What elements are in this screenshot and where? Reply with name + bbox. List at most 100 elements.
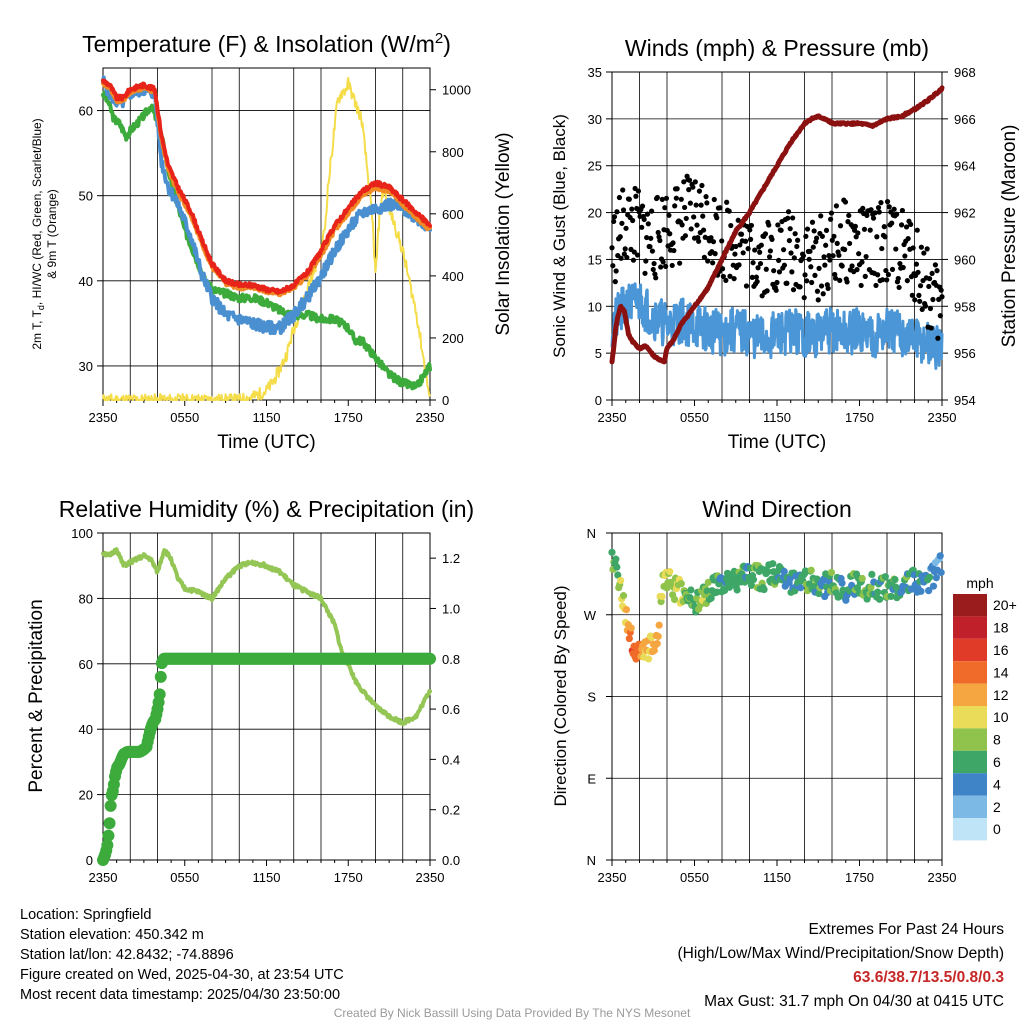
gust-point [775, 222, 781, 228]
gust-point [785, 215, 791, 221]
gust-point [781, 262, 788, 268]
gust-point [671, 247, 677, 254]
gust-point [808, 264, 814, 270]
latlon-text: Station lat/lon: 42.8432; -74.8896 [20, 947, 234, 963]
direction-point [827, 568, 836, 577]
gust-point [908, 221, 914, 228]
gust-point [678, 196, 684, 202]
gust-point [757, 249, 763, 255]
direction-point [655, 621, 663, 629]
direction-point [917, 587, 925, 595]
direction-y-tick-label: W [584, 608, 597, 623]
gust-point [818, 213, 824, 219]
gust-point [845, 219, 851, 225]
direction-point [936, 552, 944, 560]
gust-point [872, 210, 878, 216]
gust-point [612, 279, 618, 285]
gust-point [611, 218, 617, 225]
gust-point [801, 295, 807, 301]
gust-point [735, 217, 741, 223]
gust-point [677, 260, 683, 266]
winds-y-tick-label: 10 [588, 299, 602, 314]
direction-x-tick-label: 1750 [845, 870, 874, 885]
gust-point [903, 224, 910, 230]
gust-point [934, 268, 940, 274]
gust-point [663, 195, 670, 201]
gust-point [837, 223, 844, 229]
gust-point [647, 243, 653, 250]
gust-point [745, 246, 751, 252]
gust-point [834, 240, 840, 246]
gust-point [873, 282, 879, 289]
gust-point [822, 262, 828, 268]
extremes-info: Extremes For Past 24 Hours (High/Low/Max… [678, 918, 1005, 1014]
precip-point [424, 652, 436, 665]
humidity-x-tick-label: 2350 [89, 870, 118, 885]
gust-point [894, 211, 900, 217]
gust-point [863, 253, 869, 260]
gust-point [776, 269, 783, 275]
gust-point [733, 243, 739, 250]
direction-point [868, 570, 876, 579]
direction-point [929, 582, 938, 590]
direction-point [608, 548, 616, 556]
legend-swatch [953, 706, 987, 729]
humidity-x-tick-label: 1750 [334, 870, 363, 885]
legend-label: 8 [993, 732, 1001, 748]
temperature-title-end: ) [443, 31, 451, 57]
direction-point [704, 578, 712, 586]
temperature-y-tick-label: 30 [79, 359, 93, 374]
gust-point [828, 216, 834, 222]
gust-point [860, 205, 866, 211]
gust-point [743, 283, 750, 289]
gust-point [620, 207, 627, 213]
gust-point [816, 265, 822, 271]
direction-point [617, 576, 625, 585]
gust-point [910, 245, 916, 251]
direction-point [670, 595, 679, 604]
winds-y-right-label: Station Pressure (Maroon) [999, 125, 1020, 348]
temperature-x-tick-label: 1750 [334, 410, 363, 425]
temperature-y-tick-label: 50 [79, 189, 93, 204]
gust-point [874, 234, 880, 240]
gust-point [842, 199, 849, 205]
gust-point [764, 288, 770, 294]
legend-swatch [953, 728, 987, 751]
winds-plot-frame [611, 71, 943, 401]
direction-point [612, 555, 620, 563]
gust-point [918, 244, 924, 250]
direction-point [875, 595, 884, 603]
gust-point [833, 203, 840, 209]
gust-point [831, 233, 837, 239]
legend-title: mph [966, 575, 993, 591]
gust-point [650, 266, 656, 273]
gust-point [807, 248, 813, 254]
gust-point [926, 283, 932, 290]
gust-point [875, 205, 882, 211]
gust-point [653, 275, 659, 281]
direction-point [932, 574, 940, 582]
direction-point [838, 579, 846, 587]
gust-point [659, 196, 665, 202]
legend-swatch [953, 683, 987, 706]
gust-point [778, 227, 784, 233]
gust-point [895, 275, 901, 282]
gust-point [631, 249, 637, 255]
legend-label: 2 [993, 799, 1001, 815]
gust-point [618, 255, 624, 261]
humidity-y-right-tick-label: 0.6 [442, 702, 460, 717]
created-text: Figure created on Wed, 2025-04-30, at 23… [20, 967, 344, 983]
gust-point [809, 279, 815, 286]
direction-point [619, 592, 628, 600]
direction-x-tick-label: 2350 [598, 870, 627, 885]
direction-y-tick-label: S [587, 690, 596, 705]
direction-point [627, 624, 635, 632]
gust-point [938, 287, 944, 293]
direction-point [786, 575, 794, 583]
humidity-y-tick-label: 60 [79, 657, 93, 672]
gust-point [753, 274, 759, 280]
winds-x-tick-label: 2350 [928, 410, 957, 425]
gust-point [655, 229, 661, 236]
winds-y-right-tick-label: 954 [954, 393, 976, 408]
